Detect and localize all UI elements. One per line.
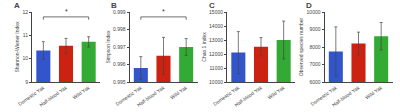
svg-text:Shannon-Wiener Index: Shannon-Wiener Index	[14, 21, 20, 73]
svg-text:Half-blood Yak: Half-blood Yak	[38, 84, 68, 108]
svg-text:0.998: 0.998	[113, 26, 126, 32]
svg-text:15000: 15000	[209, 9, 223, 15]
svg-text:Wild Yak: Wild Yak	[364, 84, 384, 100]
svg-text:10: 10	[22, 55, 28, 61]
svg-text:Domestic Yak: Domestic Yak	[17, 84, 46, 107]
svg-text:Half-blood Yak: Half-blood Yak	[136, 84, 166, 108]
svg-text:Half-blood Yak: Half-blood Yak	[233, 84, 263, 108]
svg-text:13000: 13000	[209, 37, 223, 43]
svg-text:D: D	[306, 1, 312, 10]
svg-text:C: C	[209, 1, 215, 10]
svg-text:11: 11	[23, 32, 28, 38]
svg-text:Domestic Yak: Domestic Yak	[115, 84, 144, 107]
svg-text:14000: 14000	[209, 23, 223, 29]
svg-text:Simpson Index: Simpson Index	[105, 30, 111, 64]
svg-text:0.997: 0.997	[113, 44, 126, 50]
svg-text:Domestic Yak: Domestic Yak	[310, 84, 339, 107]
svg-text:Domestic Yak: Domestic Yak	[212, 84, 241, 107]
svg-text:Half-blood Yak: Half-blood Yak	[331, 84, 361, 108]
svg-text:0.996: 0.996	[113, 61, 126, 67]
svg-text:9000: 9000	[309, 26, 320, 32]
svg-text:A: A	[14, 1, 20, 10]
svg-text:12000: 12000	[209, 51, 223, 57]
svg-text:*: *	[162, 8, 165, 15]
svg-text:Observed species number: Observed species number	[298, 17, 304, 76]
svg-text:8000: 8000	[309, 44, 320, 50]
svg-text:6000: 6000	[309, 79, 320, 85]
svg-text:0.995: 0.995	[113, 79, 126, 85]
svg-text:Wild Yak: Wild Yak	[71, 84, 91, 100]
svg-text:0.999: 0.999	[113, 9, 126, 15]
svg-text:12: 12	[22, 9, 28, 15]
svg-text:10000: 10000	[307, 9, 321, 15]
svg-text:9: 9	[25, 79, 28, 85]
svg-text:10000: 10000	[209, 79, 223, 85]
svg-text:7000: 7000	[309, 61, 320, 67]
svg-text:Chao 1 index: Chao 1 index	[201, 32, 207, 62]
svg-text:*: *	[65, 8, 68, 15]
svg-text:11000: 11000	[209, 65, 223, 71]
svg-text:B: B	[111, 1, 117, 10]
svg-text:Wild Yak: Wild Yak	[266, 84, 286, 100]
svg-text:Wild Yak: Wild Yak	[169, 84, 189, 100]
